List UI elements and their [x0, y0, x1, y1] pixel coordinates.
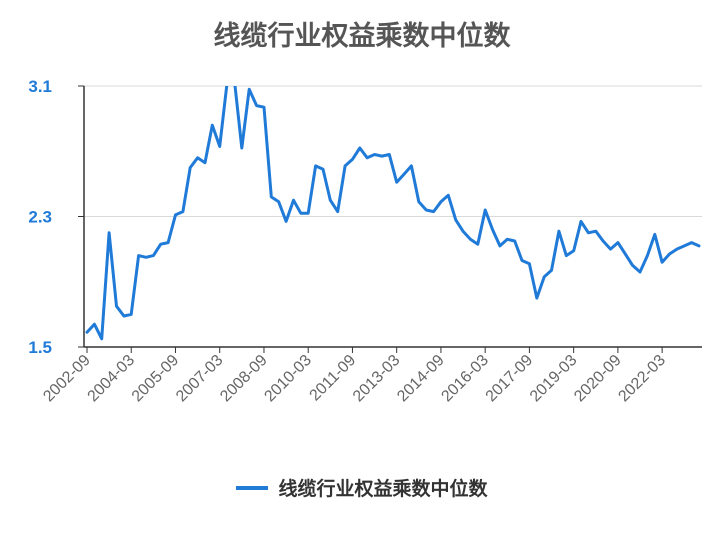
x-tick-label: 2017-09	[483, 352, 537, 406]
x-tick-label: 2002-09	[40, 352, 94, 406]
x-tick-labels: 2002-092004-032005-092007-032008-092010-…	[40, 352, 669, 406]
x-tick-label: 2007-03	[173, 352, 227, 406]
x-tick-label: 2010-03	[261, 352, 315, 406]
y-tick-label: 1.5	[28, 338, 52, 357]
axes	[78, 85, 702, 353]
legend-line-swatch	[236, 485, 269, 490]
x-tick-label: 2019-03	[527, 352, 581, 406]
legend-label: 线缆行业权益乘数中位数	[278, 478, 488, 500]
x-tick-label: 2016-03	[438, 352, 492, 406]
x-tick-label: 2011-09	[307, 352, 360, 405]
x-tick-label: 2014-09	[394, 352, 448, 406]
x-tick-label: 2013-03	[350, 352, 404, 406]
chart-title: 线缆行业权益乘数中位数	[213, 21, 511, 52]
y-tick-label: 2.3	[28, 208, 52, 227]
y-tick-labels: 1.5 2.3 3.1	[28, 77, 52, 357]
x-tick-label: 2020-09	[571, 352, 625, 406]
x-tick-label: 2022-03	[615, 352, 669, 406]
y-tick-label: 3.1	[28, 77, 52, 96]
x-tick-label: 2008-09	[217, 352, 271, 406]
series-layer	[85, 81, 701, 341]
legend[interactable]: 线缆行业权益乘数中位数	[0, 474, 724, 501]
x-tick-label: 2004-03	[85, 352, 139, 406]
grid-lines	[84, 85, 702, 348]
x-tick-label: 2005-09	[129, 352, 183, 406]
series-line[interactable]	[85, 81, 701, 341]
